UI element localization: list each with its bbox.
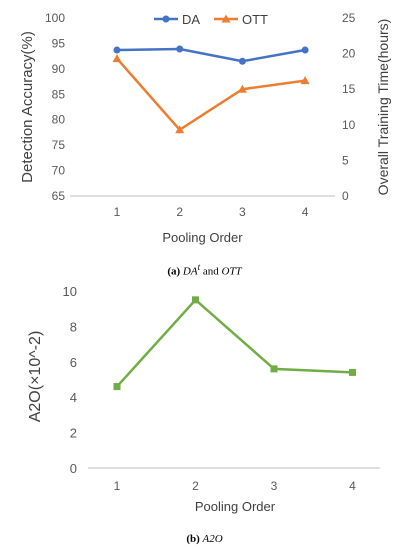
x-axis-title: Pooling Order — [195, 499, 276, 514]
y-axis-title: Detection Accuracy(%) — [19, 31, 36, 183]
y2-tick-label: 20 — [342, 47, 356, 61]
x-tick-label: 4 — [349, 479, 356, 493]
caption-b: (b) A2O — [0, 533, 409, 545]
data-point-a2o — [192, 296, 199, 304]
y-tick-label: 80 — [52, 113, 66, 127]
x-tick-label: 2 — [176, 205, 183, 219]
y2-tick-label: 10 — [342, 118, 356, 132]
y2-tick-label: 25 — [342, 11, 356, 25]
data-point-a2o — [270, 365, 278, 373]
series-line-da — [116, 47, 306, 63]
y-tick-label: 75 — [52, 138, 66, 152]
y-tick-label: 8 — [70, 319, 77, 334]
chart-a: 65 70 75 80 85 90 95 100 0 5 10 15 20 25 1 2 3 4 Pooling O… — [19, 11, 391, 245]
legend-label-ott: OTT — [242, 12, 268, 27]
y-tick-label: 6 — [70, 355, 77, 370]
caption-a: (a) DAt and OTT — [0, 262, 409, 278]
y-axis-title: A2O(×10^-2) — [27, 331, 44, 423]
x-tick-label: 2 — [192, 479, 199, 493]
y-tick-label: 70 — [52, 164, 66, 178]
data-point-da — [113, 46, 121, 54]
x-tick-label: 3 — [239, 205, 246, 219]
y2-axis-title: Overall Training Time(hours) — [375, 19, 391, 196]
y-tick-label: 65 — [52, 189, 66, 203]
y-tick-label: 4 — [70, 390, 77, 405]
y2-tick-label: 15 — [342, 82, 356, 96]
y-tick-label: 90 — [52, 62, 66, 76]
legend-label-da: DA — [182, 12, 200, 27]
y-tick-label: 10 — [63, 284, 77, 299]
x-axis-title: Pooling Order — [162, 230, 243, 245]
y-tick-label: 95 — [52, 36, 66, 50]
y2-tick-label: 0 — [342, 189, 349, 203]
data-point-ott — [112, 54, 122, 63]
caption-b-text: A2O — [202, 533, 223, 545]
data-point-a2o — [113, 383, 121, 391]
caption-a-and: and — [200, 265, 222, 278]
x-tick-label: 1 — [114, 479, 121, 493]
chart-a-svg: 65 70 75 80 85 90 95 100 0 5 10 15 20 25 1 2 3 4 Pooling O… — [19, 11, 391, 245]
caption-b-label: (b) — [186, 533, 200, 545]
y-tick-label: 100 — [45, 11, 65, 25]
y-tick-label: 2 — [70, 426, 77, 441]
legend-marker-da — [162, 15, 170, 23]
legend-marker-ott — [221, 14, 231, 23]
series-line-ott — [116, 57, 306, 132]
data-point-ott — [300, 76, 310, 85]
x-tick-label: 3 — [271, 479, 278, 493]
data-point-da — [176, 45, 184, 53]
caption-a-ott: OTT — [221, 265, 242, 278]
x-tick-label: 1 — [114, 205, 121, 219]
data-point-ott — [175, 125, 185, 134]
chart-b: 0 2 4 6 8 10 1 2 3 4 Pooling Order A2O(×10^-2) — [0, 275, 409, 550]
caption-a-sup: t — [197, 262, 201, 272]
series-line-a2o — [116, 298, 353, 388]
caption-a-da: DA — [182, 265, 198, 278]
y-tick-label: 85 — [52, 87, 66, 101]
data-point-ott — [237, 84, 247, 93]
x-tick-label: 4 — [302, 205, 309, 219]
y2-tick-label: 5 — [342, 153, 349, 167]
caption-a-label: (a) — [167, 265, 181, 278]
data-point-a2o — [349, 368, 356, 376]
data-point-da — [301, 46, 309, 54]
data-point-da — [238, 57, 246, 65]
y-tick-label: 0 — [70, 461, 77, 476]
